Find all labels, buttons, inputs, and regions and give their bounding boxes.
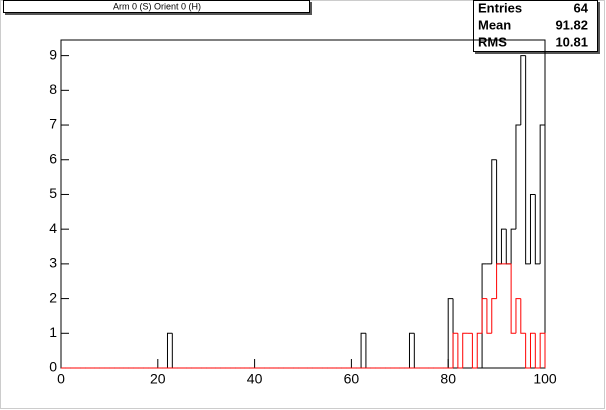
x-tick-label: 60 <box>344 371 360 387</box>
histogram-bin <box>510 263 516 334</box>
histogram-bin <box>457 333 463 369</box>
histogram-bin <box>525 55 531 265</box>
y-tick-label: 4 <box>49 220 57 236</box>
stats-label: Mean <box>478 17 511 32</box>
stats-label: RMS <box>478 34 507 49</box>
histogram-bin <box>447 298 454 368</box>
histogram-bin <box>534 333 541 369</box>
histogram-bin <box>471 333 478 369</box>
y-tick-label: 6 <box>49 150 57 166</box>
histogram-bin <box>496 263 502 299</box>
histogram-bin <box>486 298 492 334</box>
histogram-bin <box>491 159 497 264</box>
histogram-bin <box>529 193 536 264</box>
y-tick-label: 5 <box>49 185 57 201</box>
x-tick-label: 20 <box>150 371 166 387</box>
histogram-bin <box>520 55 526 126</box>
x-tick-label: 80 <box>440 371 456 387</box>
histogram-bin <box>452 332 458 368</box>
y-tick-label: 1 <box>49 324 57 340</box>
y-tick-label: 7 <box>49 116 57 132</box>
histogram-bin <box>500 228 507 264</box>
chart-title: Arm 0 (S) Orient 0 (H) <box>113 1 201 11</box>
y-tick-label: 8 <box>49 81 57 97</box>
histogram-bin <box>476 332 483 368</box>
histogram-bin <box>166 332 173 368</box>
stats-box: Entries 64 Mean 91.82 RMS 10.81 <box>473 0 600 54</box>
histogram-bin <box>408 332 415 368</box>
histogram-bin <box>539 124 546 368</box>
stats-value: 64 <box>574 0 589 15</box>
y-tick-label: 9 <box>49 46 57 62</box>
histogram-bin <box>520 298 526 334</box>
y-tick-label: 0 <box>49 359 57 375</box>
histogram-bin <box>534 194 541 265</box>
stats-value: 10.81 <box>555 34 588 49</box>
x-tick-label: 0 <box>57 371 65 387</box>
histogram-bin <box>515 298 521 334</box>
x-tick-label: 100 <box>533 371 557 387</box>
y-tick-label: 3 <box>49 255 57 271</box>
y-tick-label: 2 <box>49 289 57 305</box>
stats-label: Entries <box>478 0 522 15</box>
histogram-bin <box>481 298 487 334</box>
histogram-bin <box>515 124 521 230</box>
histogram-bin <box>529 332 536 368</box>
stats-value: 91.82 <box>555 17 588 32</box>
histogram-bin <box>360 332 366 368</box>
title-box <box>3 0 310 13</box>
x-tick-label: 40 <box>247 371 263 387</box>
histogram-bin <box>462 332 468 368</box>
histogram-bin <box>491 298 497 334</box>
stats-frame <box>473 0 598 52</box>
histogram-bin <box>510 228 516 264</box>
histogram-bin <box>525 333 531 369</box>
histogram-bin <box>539 332 546 368</box>
